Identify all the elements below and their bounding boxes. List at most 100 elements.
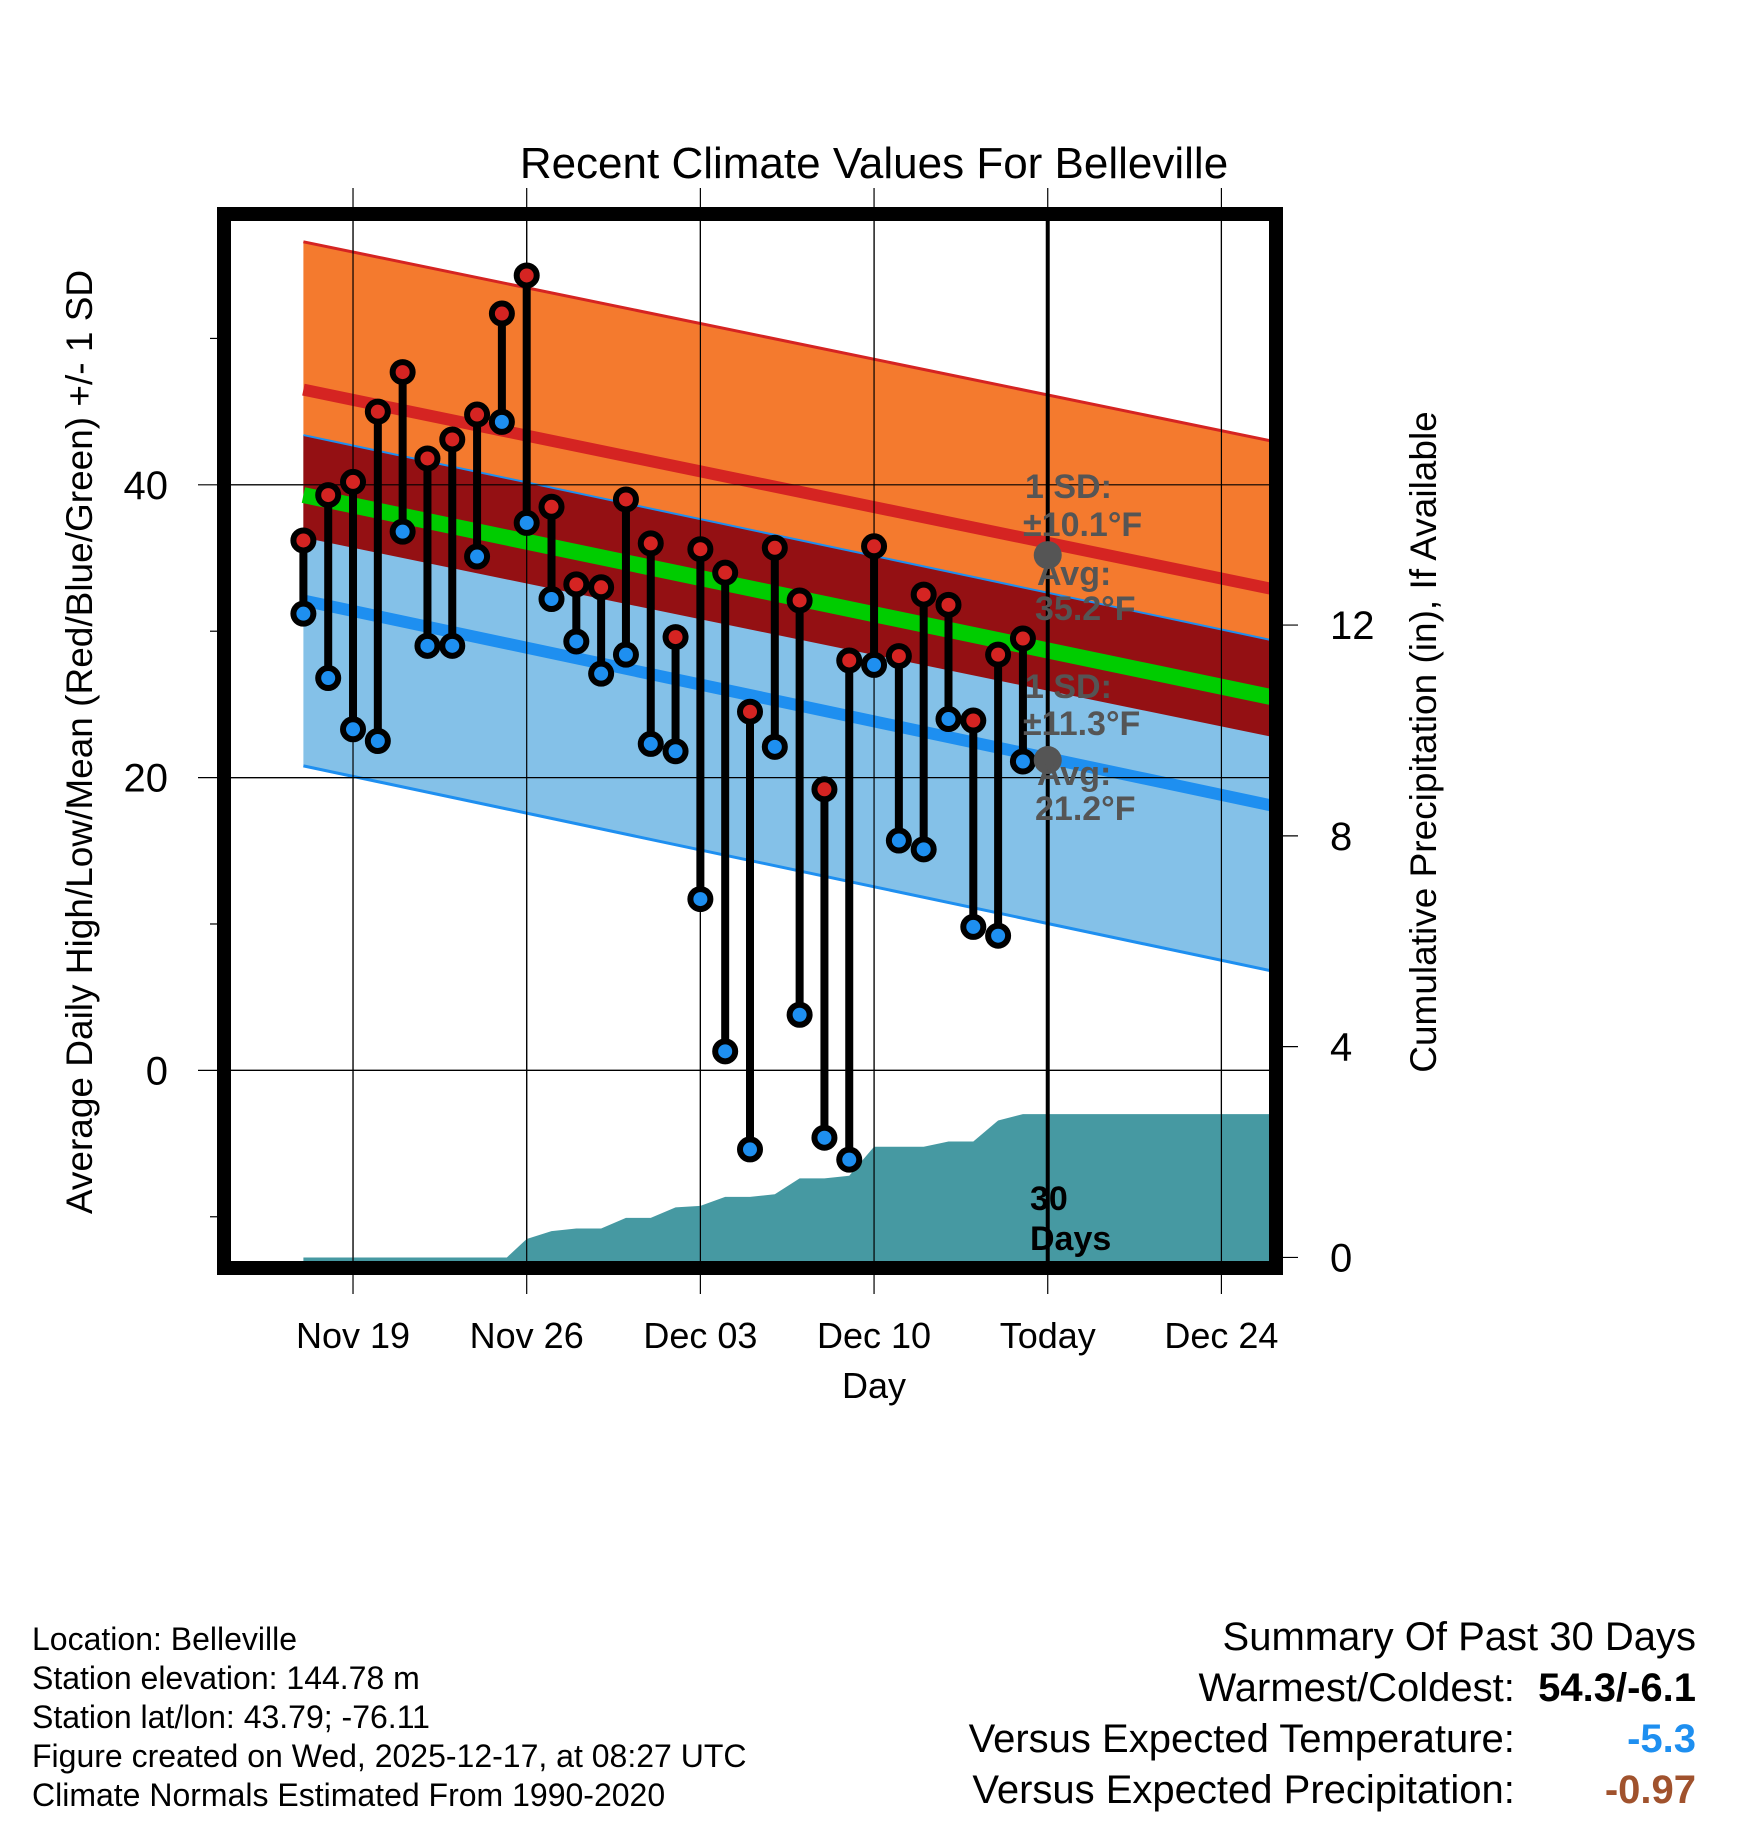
y2-tick-label: 12 xyxy=(1330,604,1375,648)
daily-low-point xyxy=(315,665,342,692)
low-avg-value: 21.2°F xyxy=(1035,790,1136,828)
y-axis-label: Average Daily High/Low/Mean (Red/Blue/Gr… xyxy=(59,270,100,1214)
daily-high-point xyxy=(414,445,441,472)
created-text: Figure created on Wed, 2025-12-17, at 08… xyxy=(32,1738,747,1774)
daily-low-point xyxy=(712,1038,739,1065)
daily-low-point xyxy=(786,1001,813,1028)
daily-high-point xyxy=(488,300,515,327)
days-count-word: Days xyxy=(1030,1220,1111,1258)
y2-tick-label: 0 xyxy=(1330,1236,1352,1280)
days-count-number: 30 xyxy=(1030,1180,1068,1218)
daily-high-point xyxy=(637,530,664,557)
daily-low-point xyxy=(290,600,317,627)
daily-high-point xyxy=(786,587,813,614)
daily-low-point xyxy=(588,660,615,687)
daily-high-point xyxy=(761,534,788,561)
low-sd-value: ±11.3°F xyxy=(1023,705,1140,743)
daily-low-point xyxy=(935,706,962,733)
high-avg-value: 35.2°F xyxy=(1035,590,1136,628)
daily-low-point xyxy=(910,836,937,863)
daily-low-point xyxy=(563,628,590,655)
daily-low-point xyxy=(811,1124,838,1151)
daily-high-point xyxy=(737,698,763,725)
plot-frame xyxy=(217,207,1283,1275)
daily-low-point xyxy=(1009,748,1036,775)
low-avg-title: Avg: xyxy=(1037,755,1111,793)
warmest-value: 54.3/-6.1 xyxy=(1538,1666,1696,1710)
high-avg-title: Avg: xyxy=(1037,555,1111,593)
daily-high-point xyxy=(290,527,317,554)
daily-high-point xyxy=(935,591,962,618)
daily-low-point xyxy=(364,728,391,754)
daily-low-point xyxy=(861,651,888,678)
daily-high-point xyxy=(588,574,615,601)
x-tick-label: Nov 19 xyxy=(296,1315,410,1356)
daily-high-point xyxy=(340,468,367,495)
daily-low-point xyxy=(637,730,664,757)
daily-high-point xyxy=(389,359,416,386)
daily-low-point xyxy=(885,827,912,854)
daily-low-point xyxy=(612,641,639,668)
temp-value: -5.3 xyxy=(1627,1717,1696,1761)
daily-low-point xyxy=(985,922,1012,949)
daily-high-point xyxy=(910,581,937,608)
temp-label: Versus Expected Temperature: xyxy=(968,1717,1515,1761)
daily-high-point xyxy=(885,643,912,670)
x-tick-label: Dec 03 xyxy=(643,1315,757,1356)
precip-label: Versus Expected Precipitation: xyxy=(972,1768,1515,1812)
daily-high-point xyxy=(687,536,714,563)
y2-tick-label: 8 xyxy=(1330,815,1352,859)
today-avg-high-marker xyxy=(1033,541,1062,570)
x-tick-label: Today xyxy=(1000,1315,1096,1356)
daily-low-point xyxy=(389,518,416,545)
latlon-text: Station lat/lon: 43.79; -76.11 xyxy=(32,1699,430,1735)
daily-low-point xyxy=(761,733,788,760)
daily-high-point xyxy=(861,533,888,560)
daily-low-point xyxy=(662,738,689,765)
daily-high-point xyxy=(612,486,639,513)
plot-area xyxy=(224,214,1276,1268)
warmest-label: Warmest/Coldest: xyxy=(1198,1666,1515,1710)
daily-high-point xyxy=(538,493,565,520)
daily-high-point xyxy=(811,776,838,803)
y2-axis-label: Cumulative Precipitation (in), If Availa… xyxy=(1403,411,1444,1073)
daily-low-point xyxy=(340,716,367,743)
high-sd-title: 1 SD: xyxy=(1025,468,1112,506)
daily-low-point xyxy=(737,1136,763,1163)
low-avg-line xyxy=(302,594,1273,812)
today-avg-low-marker xyxy=(1033,746,1062,775)
daily-high-point xyxy=(836,647,863,674)
location-text: Location: Belleville xyxy=(32,1621,298,1657)
high-sd-upper-edge xyxy=(303,240,1272,443)
daily-low-point xyxy=(414,632,441,659)
daily-low-point xyxy=(960,913,987,940)
daily-high-point xyxy=(464,401,491,428)
y2-tick-label: 4 xyxy=(1330,1026,1352,1070)
daily-high-point xyxy=(364,398,391,425)
x-tick-label: Dec 10 xyxy=(817,1315,931,1356)
x-tick-label: Nov 26 xyxy=(470,1315,584,1356)
y-tick-label: 20 xyxy=(124,757,169,801)
daily-low-point xyxy=(464,543,491,570)
low-sd-lower-edge xyxy=(303,764,1272,973)
elevation-text: Station elevation: 144.78 m xyxy=(32,1660,420,1696)
summary-title: Summary Of Past 30 Days xyxy=(1222,1615,1696,1659)
x-tick-label: Dec 24 xyxy=(1164,1315,1278,1356)
summary-precip-row: Versus Expected Precipitation: -0.97 xyxy=(969,1765,1696,1816)
station-info: Location: Belleville Station elevation: … xyxy=(32,1620,746,1815)
daily-low-point xyxy=(513,509,540,536)
precip-area xyxy=(303,1114,1272,1268)
high-sd-value: ±10.1°F xyxy=(1023,506,1142,544)
mean-avg-line xyxy=(301,487,1273,705)
low-sd-upper-edge xyxy=(303,434,1272,641)
y-tick-label: 40 xyxy=(124,464,169,508)
x-axis-label: Day xyxy=(842,1365,906,1406)
summary-panel: Summary Of Past 30 Days Warmest/Coldest:… xyxy=(969,1612,1696,1816)
daily-high-point xyxy=(985,641,1012,668)
daily-low-point xyxy=(836,1146,863,1173)
daily-low-point xyxy=(488,408,515,435)
daily-high-point xyxy=(563,571,590,598)
daily-high-point xyxy=(712,559,739,586)
daily-high-point xyxy=(1009,625,1036,652)
